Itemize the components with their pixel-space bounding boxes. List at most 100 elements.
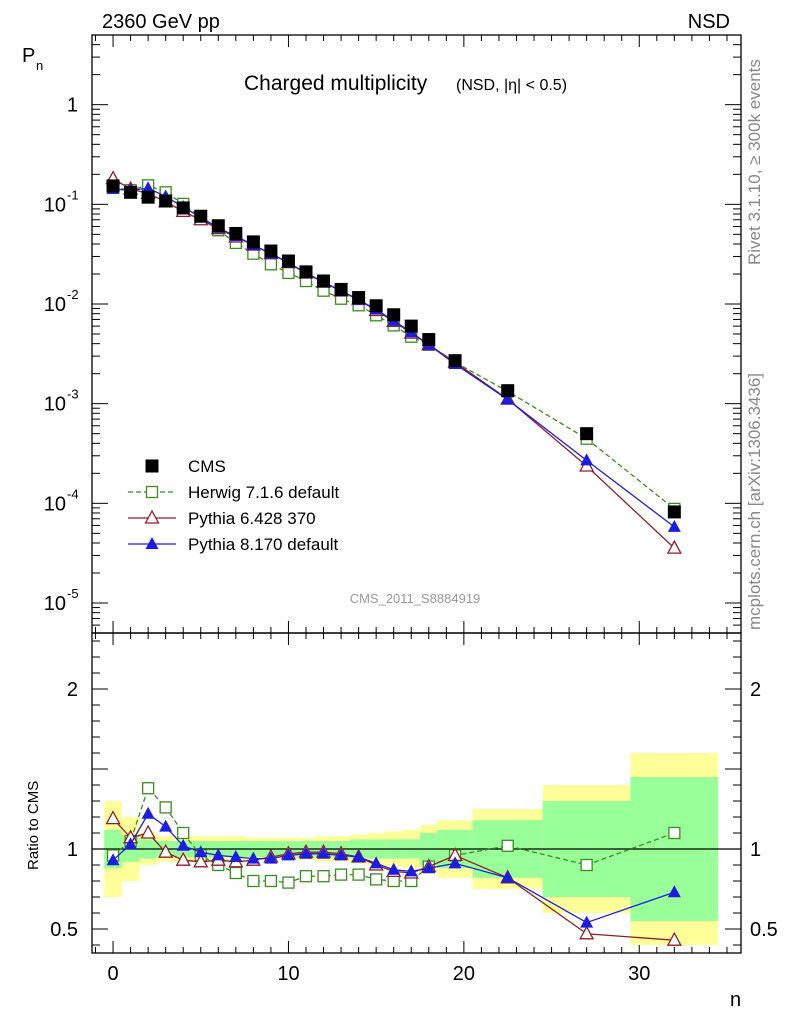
ratio-point <box>666 931 682 946</box>
ratio-point <box>334 868 348 881</box>
legend-label: CMS <box>188 457 226 476</box>
series-line <box>112 187 675 528</box>
data-point <box>159 194 173 208</box>
y-tick-exponent: -1 <box>67 187 79 202</box>
ratio-frame <box>91 632 742 954</box>
ratio-point <box>369 856 383 869</box>
data-point <box>667 519 681 532</box>
x-tick-label: 0 <box>107 963 118 985</box>
data-point <box>264 258 278 271</box>
ratio-point <box>580 915 594 928</box>
data-point <box>176 201 190 215</box>
y-tick-exponent: -5 <box>67 586 79 601</box>
energy-label: 2360 GeV pp <box>102 11 220 33</box>
data-point <box>282 266 295 280</box>
x-tick-label: 20 <box>453 963 475 985</box>
legend-label: Pythia 8.170 default <box>188 535 339 554</box>
data-point <box>299 265 313 279</box>
ratio-point <box>352 850 366 862</box>
legend-label: Pythia 6.428 370 <box>188 509 316 528</box>
source-label: mcplots.cern.ch [arXiv:1306.3436] <box>745 373 764 630</box>
chart-title: Charged multiplicity <box>244 72 428 95</box>
ratio-point <box>264 874 278 888</box>
data-point <box>666 539 682 554</box>
ratio-point <box>580 858 593 872</box>
data-point <box>501 392 515 405</box>
ratio-point <box>352 868 365 881</box>
data-point <box>667 505 681 519</box>
y-axis-label: P <box>22 45 35 67</box>
data-point <box>211 219 225 233</box>
x-axis-label: n <box>730 989 741 1011</box>
ratio-y-tick-label-right: 0.5 <box>750 919 778 941</box>
ratio-point <box>299 846 313 859</box>
legend-marker <box>145 485 159 499</box>
data-point <box>422 333 436 347</box>
y-tick-label: 10 <box>44 593 66 615</box>
ratio-point <box>246 851 260 864</box>
data-point <box>369 299 383 313</box>
y-tick-label: 10 <box>44 394 66 416</box>
ratio-point <box>229 850 243 862</box>
legend-marker <box>145 537 159 549</box>
ratio-point <box>229 866 242 880</box>
ratio-point <box>668 826 681 840</box>
y-tick-exponent: -4 <box>67 486 79 501</box>
ratio-point <box>211 848 225 861</box>
legend: CMS Herwig 7.1.6 default Pythia 6.428 370 P… <box>128 457 339 554</box>
data-point <box>106 179 120 193</box>
data-point <box>501 384 515 398</box>
ratio-point <box>501 870 515 883</box>
ratio-point <box>317 870 330 883</box>
data-point <box>448 354 462 368</box>
y-tick-label: 10 <box>44 294 66 316</box>
ratio-point <box>404 864 418 877</box>
ratio-point <box>387 874 400 888</box>
ratio-point <box>448 856 462 869</box>
ratio-point <box>387 862 401 875</box>
y-tick-label: 10 <box>44 493 66 515</box>
ratio-panel: 0 10 20 30 0.5 0.5 1 1 2 2 <box>50 632 778 985</box>
legend-marker <box>144 509 160 524</box>
rivet-label: Rivet 3.1.10, ≥ 300k events <box>745 59 764 265</box>
ratio-point <box>667 885 681 898</box>
ratio-y-tick-label: 1 <box>67 839 78 861</box>
main-panel: 10 -510 -410 -310 -210 -11 <box>44 34 742 953</box>
ratio-y-axis-label: Ratio to CMS <box>25 781 42 870</box>
data-point <box>334 282 348 296</box>
ratio-point <box>141 806 155 819</box>
ratio-point <box>422 861 436 874</box>
data-point <box>580 453 594 466</box>
ratio-point <box>140 824 156 839</box>
ratio-point <box>124 837 138 850</box>
ratio-point <box>159 801 172 814</box>
ratio-point <box>264 851 278 864</box>
ratio-y-tick-label-right: 1 <box>750 839 761 861</box>
data-point <box>229 226 243 240</box>
ratio-point <box>281 848 295 861</box>
data-point <box>141 190 155 204</box>
ratio-point <box>141 782 155 795</box>
ratio-point <box>176 838 190 851</box>
ratio-point <box>159 819 173 832</box>
ratio-point <box>177 826 190 840</box>
chart-subtitle: (NSD, |η| < 0.5) <box>456 77 567 94</box>
ratio-point <box>370 873 383 886</box>
ratio-point <box>317 846 331 859</box>
legend-marker <box>145 459 159 473</box>
data-point <box>141 181 155 194</box>
data-point <box>246 235 260 249</box>
data-point <box>124 185 138 199</box>
y-tick-exponent: -2 <box>67 287 79 302</box>
ratio-y-tick-label: 2 <box>67 679 78 701</box>
x-tick-label: 30 <box>628 963 650 985</box>
ratio-point <box>247 874 260 888</box>
ratio-point <box>105 810 121 825</box>
ratio-point <box>579 925 595 940</box>
data-point <box>404 319 418 333</box>
data-point <box>580 427 594 441</box>
data-point <box>264 244 278 258</box>
x-tick-label: 10 <box>277 963 299 985</box>
ratio-point <box>282 876 295 889</box>
data-point <box>317 274 331 288</box>
